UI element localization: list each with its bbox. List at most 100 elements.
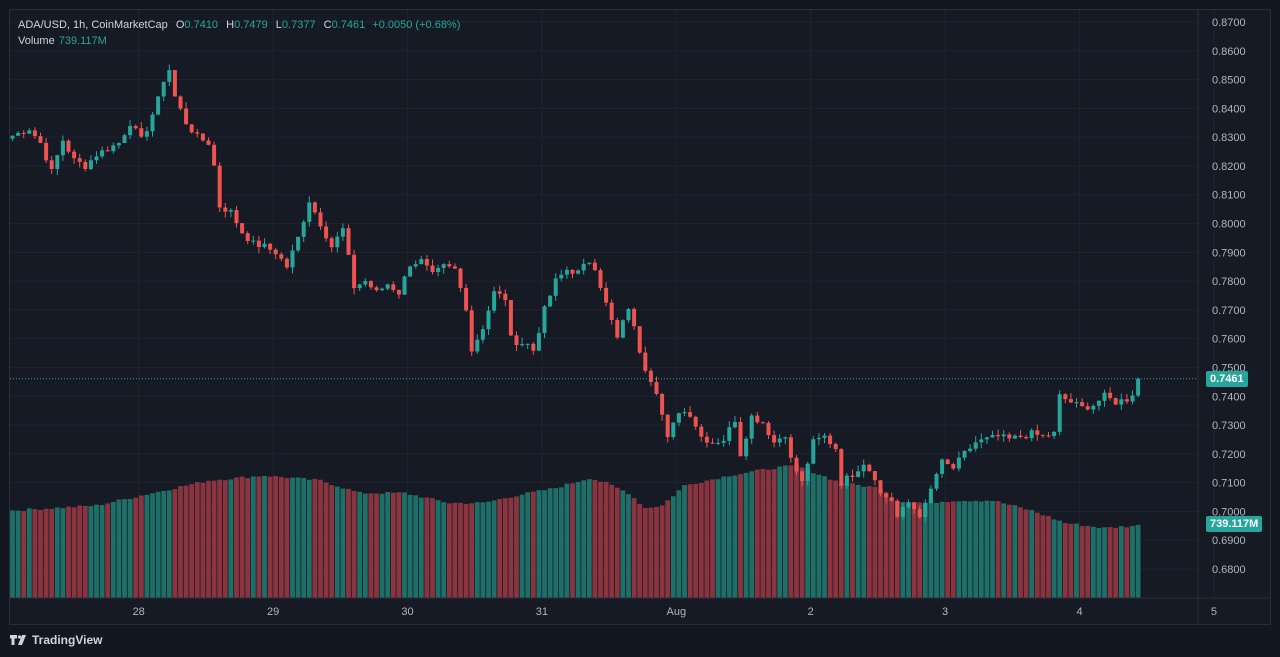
candle-body bbox=[161, 81, 166, 97]
candle-body bbox=[172, 70, 177, 97]
volume-bar bbox=[715, 479, 721, 598]
volume-bar bbox=[771, 469, 777, 598]
volume-bar bbox=[502, 498, 508, 598]
y-tick-label: 0.7000 bbox=[1212, 506, 1246, 518]
volume-bar bbox=[430, 498, 435, 598]
candle-body bbox=[738, 421, 743, 457]
candle-body bbox=[436, 267, 441, 272]
volume-bar bbox=[990, 500, 995, 598]
candle-body bbox=[643, 352, 648, 371]
candle-body bbox=[475, 339, 480, 352]
volume-bar bbox=[463, 503, 469, 598]
close-label: C bbox=[323, 19, 332, 31]
candle-body bbox=[1035, 430, 1040, 435]
volume-bar bbox=[794, 464, 799, 598]
candle-body bbox=[290, 250, 295, 268]
volume-bar bbox=[637, 503, 643, 598]
tradingview-brand[interactable]: TradingView bbox=[10, 632, 102, 648]
candle-body bbox=[49, 160, 54, 169]
volume-bar bbox=[894, 500, 900, 598]
candle-body bbox=[928, 488, 933, 503]
candle-body bbox=[716, 442, 721, 444]
volume-bar bbox=[525, 492, 531, 598]
x-tick-label: 30 bbox=[401, 606, 413, 618]
candle-body bbox=[492, 291, 497, 311]
volume-bar bbox=[329, 485, 335, 598]
volume-bar bbox=[1051, 519, 1057, 598]
volume-bar bbox=[665, 500, 671, 598]
candle-body bbox=[408, 266, 413, 277]
x-tick-label: 3 bbox=[942, 606, 948, 618]
candle-body bbox=[615, 319, 620, 338]
volume-bar bbox=[889, 497, 895, 598]
volume-bar bbox=[183, 485, 189, 598]
candle-body bbox=[1074, 402, 1079, 404]
candle-body bbox=[923, 502, 928, 518]
candle-body bbox=[564, 269, 569, 275]
candle-body bbox=[27, 130, 32, 134]
candle-body bbox=[284, 258, 289, 268]
candle-body bbox=[872, 471, 877, 481]
candle-body bbox=[139, 128, 144, 137]
volume-bar bbox=[911, 502, 917, 598]
candle-body bbox=[861, 464, 866, 472]
candle-body bbox=[324, 226, 329, 239]
volume-bar bbox=[217, 479, 223, 598]
volume-bar bbox=[99, 505, 105, 598]
volume-bar bbox=[357, 491, 363, 598]
volume-bar bbox=[866, 486, 872, 598]
volume-bar bbox=[844, 484, 850, 598]
candle-body bbox=[828, 435, 833, 444]
volume-bar bbox=[1012, 505, 1018, 598]
volume-bar bbox=[222, 480, 228, 598]
y-tick-label: 0.8700 bbox=[1212, 17, 1246, 29]
volume-bar bbox=[82, 505, 88, 598]
candle-body bbox=[800, 471, 805, 481]
candle-body bbox=[441, 264, 446, 268]
volume-bar bbox=[469, 503, 475, 598]
candle-body bbox=[912, 502, 917, 510]
volume-bar bbox=[60, 508, 66, 598]
candle-body bbox=[77, 158, 82, 162]
candle-body bbox=[581, 263, 586, 271]
candle-body bbox=[458, 268, 463, 288]
candle-body bbox=[833, 443, 838, 450]
volume-bar bbox=[418, 497, 424, 598]
candle-body bbox=[195, 132, 200, 134]
candle-body bbox=[133, 126, 138, 129]
candle-body bbox=[430, 265, 435, 272]
y-tick-label: 0.8200 bbox=[1212, 161, 1246, 173]
volume-bar bbox=[166, 490, 172, 598]
volume-bar bbox=[872, 486, 878, 598]
volume-bar bbox=[721, 476, 727, 598]
volume-bar bbox=[144, 494, 150, 598]
volume-bar bbox=[620, 490, 626, 598]
volume-bar bbox=[659, 505, 665, 598]
candle-body bbox=[469, 310, 474, 352]
volume-bar bbox=[161, 490, 167, 598]
candle-body bbox=[156, 96, 161, 115]
volume-bar bbox=[110, 501, 116, 598]
volume-bar bbox=[94, 504, 99, 598]
candle-body bbox=[536, 333, 541, 351]
candle-body bbox=[128, 126, 133, 136]
volume-bar bbox=[379, 493, 385, 598]
candle-body bbox=[1124, 399, 1129, 402]
volume-bar bbox=[194, 481, 200, 598]
volume-bar bbox=[508, 497, 514, 598]
volume-bar bbox=[250, 476, 256, 598]
high-label: H bbox=[226, 19, 235, 31]
volume-bar bbox=[150, 493, 155, 598]
candle-body bbox=[150, 114, 155, 132]
candle-body bbox=[464, 287, 469, 311]
volume-bar bbox=[1130, 526, 1135, 598]
volume-bar bbox=[435, 500, 441, 598]
volume-bar bbox=[239, 476, 245, 598]
volume-bar bbox=[452, 502, 458, 598]
candle-body bbox=[1108, 392, 1113, 398]
candle-body bbox=[755, 415, 760, 423]
candle-body bbox=[296, 236, 301, 251]
y-tick-label: 0.7700 bbox=[1212, 305, 1246, 317]
volume-bar bbox=[906, 502, 911, 598]
